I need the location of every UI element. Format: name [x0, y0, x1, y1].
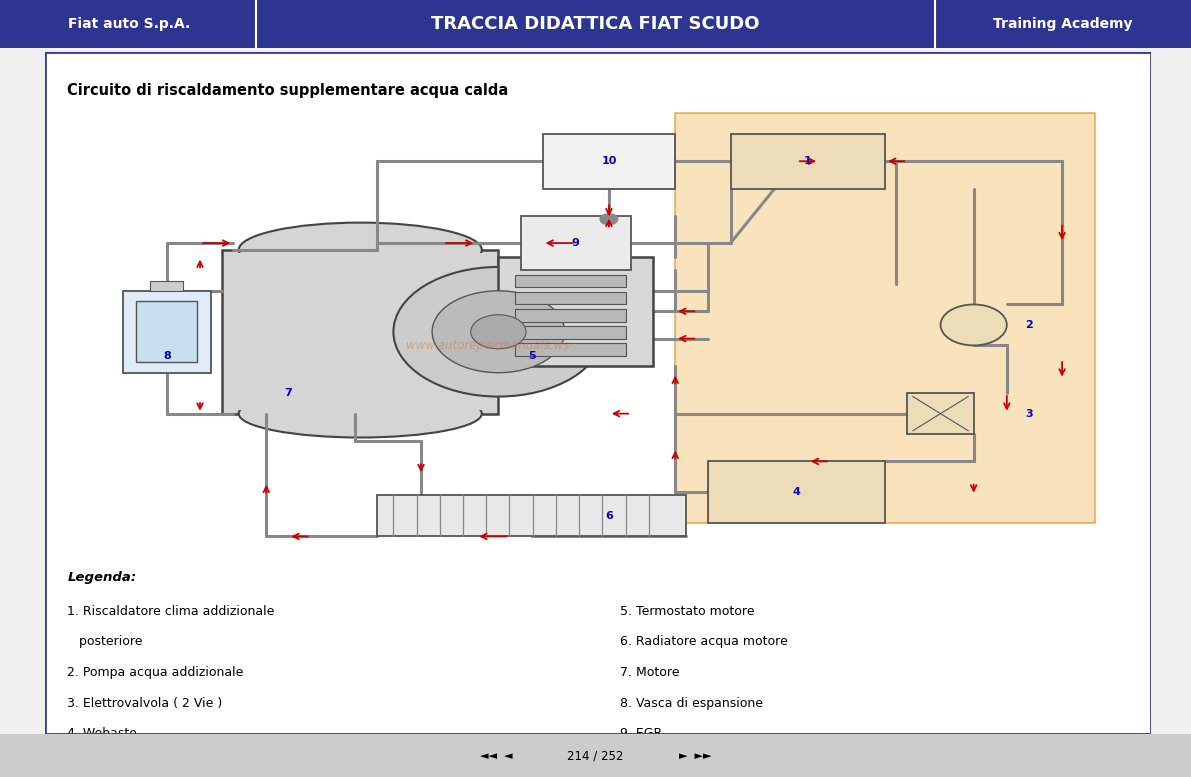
Text: 10: 10: [601, 156, 617, 166]
Circle shape: [470, 315, 526, 349]
Text: 6: 6: [605, 511, 613, 521]
Circle shape: [432, 291, 565, 373]
Bar: [709, 462, 885, 523]
Text: 6. Radiatore acqua motore: 6. Radiatore acqua motore: [621, 636, 787, 648]
Bar: [498, 256, 653, 366]
Ellipse shape: [238, 390, 482, 437]
Text: 2. Pompa acqua addizionale: 2. Pompa acqua addizionale: [68, 666, 244, 679]
Circle shape: [393, 267, 604, 396]
Text: posteriore: posteriore: [68, 636, 143, 648]
Bar: [150, 280, 183, 291]
Bar: [233, 253, 487, 410]
Text: 1. Riscaldatore clima addizionale: 1. Riscaldatore clima addizionale: [68, 605, 275, 618]
Bar: [376, 496, 686, 536]
Circle shape: [600, 214, 618, 225]
Bar: [515, 309, 625, 322]
Text: 3. Elettrovalvola ( 2 Vie ): 3. Elettrovalvola ( 2 Vie ): [68, 697, 223, 709]
Bar: [543, 134, 675, 189]
Bar: [515, 326, 625, 339]
Text: 3: 3: [1025, 409, 1033, 419]
Text: www.autorepairmanuals.ws: www.autorepairmanuals.ws: [406, 339, 569, 352]
Bar: [123, 291, 211, 373]
Text: 1: 1: [804, 156, 812, 166]
Text: 8. Vasca di espansione: 8. Vasca di espansione: [621, 697, 763, 709]
Text: ►  ►►: ► ►►: [679, 751, 711, 761]
Bar: [136, 301, 197, 362]
Bar: [515, 275, 625, 287]
Text: 4: 4: [793, 487, 800, 497]
Text: 10. Riscaldatore clima principale anteriore: 10. Riscaldatore clima principale anteri…: [621, 758, 886, 771]
Bar: [515, 343, 625, 356]
Bar: [908, 393, 974, 434]
Bar: [222, 250, 498, 413]
Circle shape: [941, 305, 1006, 346]
Text: 214 / 252: 214 / 252: [567, 749, 624, 762]
Text: 5. Termostato motore: 5. Termostato motore: [621, 605, 754, 618]
Bar: [675, 113, 1096, 523]
Text: 7: 7: [285, 388, 292, 398]
Bar: [520, 216, 631, 270]
Text: 9. EGR: 9. EGR: [621, 727, 662, 740]
Text: TRACCIA DIDATTICA FIAT SCUDO: TRACCIA DIDATTICA FIAT SCUDO: [431, 15, 760, 33]
Text: Circuito di riscaldamento supplementare acqua calda: Circuito di riscaldamento supplementare …: [68, 83, 509, 98]
Text: 9: 9: [572, 238, 580, 248]
Text: Legenda:: Legenda:: [68, 570, 137, 584]
Text: Fiat auto S.p.A.: Fiat auto S.p.A.: [68, 17, 189, 31]
Text: ◄◄  ◄: ◄◄ ◄: [480, 751, 512, 761]
Text: 2: 2: [1025, 320, 1033, 330]
Text: 8: 8: [163, 350, 170, 361]
Text: Training Academy: Training Academy: [992, 17, 1133, 31]
Bar: [515, 292, 625, 305]
Text: 5: 5: [528, 350, 536, 361]
Text: 7. Motore: 7. Motore: [621, 666, 680, 679]
Text: 4. Webasto: 4. Webasto: [68, 727, 137, 740]
Bar: [730, 134, 885, 189]
Ellipse shape: [238, 222, 482, 277]
